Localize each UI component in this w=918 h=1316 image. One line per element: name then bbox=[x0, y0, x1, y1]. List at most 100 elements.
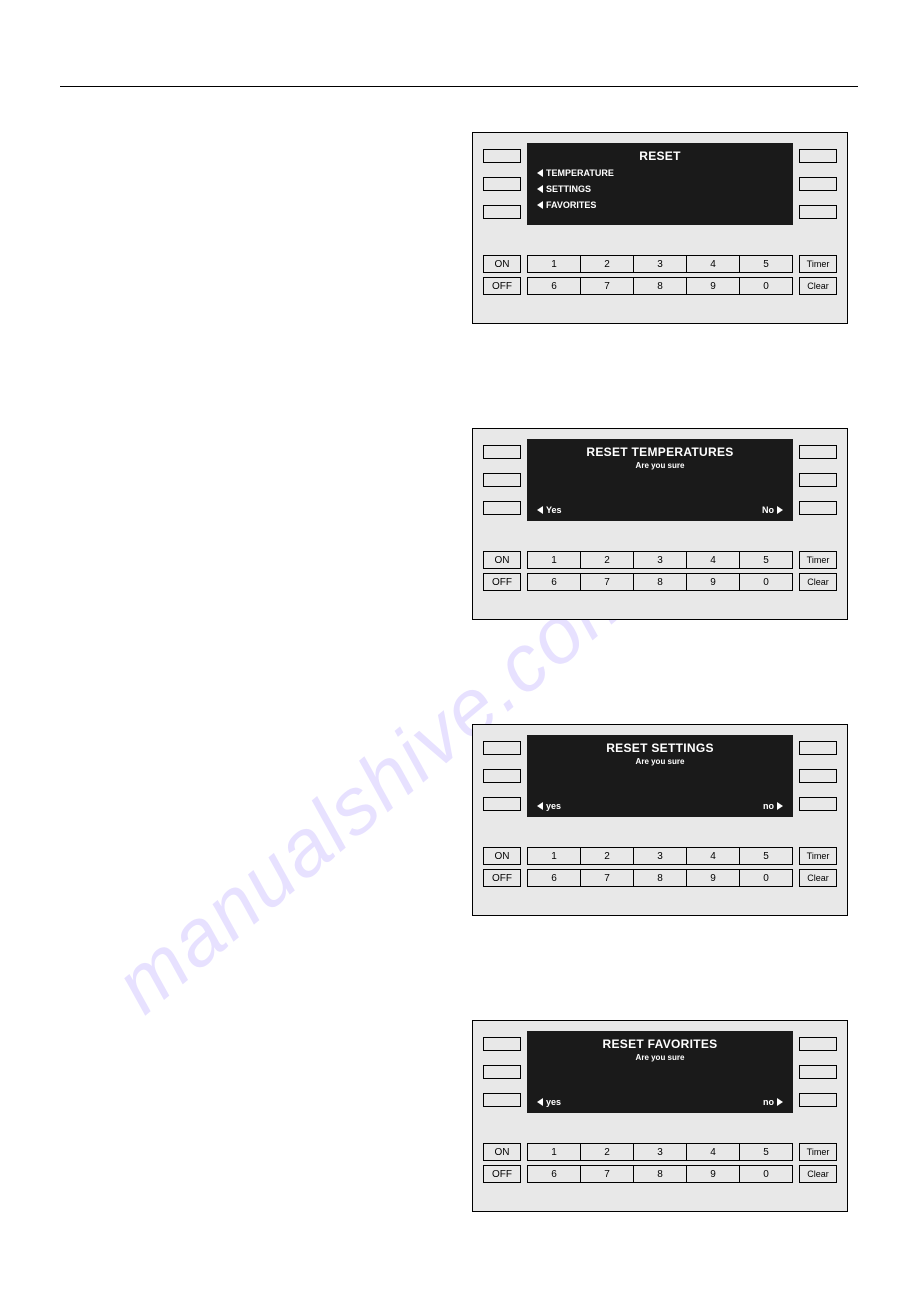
softkey[interactable] bbox=[799, 797, 837, 811]
num-key[interactable]: 9 bbox=[687, 573, 740, 591]
num-key[interactable]: 1 bbox=[527, 255, 581, 273]
num-key[interactable]: 2 bbox=[581, 551, 634, 569]
timer-button[interactable]: Timer bbox=[799, 551, 837, 569]
panel-reset: RESET TEMPERATURE SETTINGS FAVORITES ON … bbox=[472, 132, 848, 324]
softkey[interactable] bbox=[799, 1037, 837, 1051]
triangle-right-icon bbox=[777, 1098, 783, 1106]
num-key[interactable]: 8 bbox=[634, 1165, 687, 1183]
num-key[interactable]: 1 bbox=[527, 1143, 581, 1161]
num-key[interactable]: 1 bbox=[527, 551, 581, 569]
no-option[interactable]: no bbox=[763, 1097, 783, 1107]
softkey[interactable] bbox=[799, 149, 837, 163]
num-key[interactable]: 5 bbox=[740, 551, 793, 569]
num-key[interactable]: 5 bbox=[740, 847, 793, 865]
off-button[interactable]: OFF bbox=[483, 277, 521, 295]
num-key[interactable]: 3 bbox=[634, 551, 687, 569]
yes-label: yes bbox=[546, 1097, 561, 1107]
timer-button[interactable]: Timer bbox=[799, 255, 837, 273]
clear-button[interactable]: Clear bbox=[799, 869, 837, 887]
timer-button[interactable]: Timer bbox=[799, 1143, 837, 1161]
menu-item-favorites[interactable]: FAVORITES bbox=[537, 197, 783, 213]
softkey[interactable] bbox=[483, 741, 521, 755]
num-key[interactable]: 1 bbox=[527, 847, 581, 865]
num-key[interactable]: 2 bbox=[581, 1143, 634, 1161]
num-key[interactable]: 4 bbox=[687, 255, 740, 273]
menu-item-settings[interactable]: SETTINGS bbox=[537, 181, 783, 197]
num-key[interactable]: 8 bbox=[634, 277, 687, 295]
num-key[interactable]: 3 bbox=[634, 255, 687, 273]
screen-title: RESET FAVORITES bbox=[537, 1037, 783, 1051]
num-key[interactable]: 9 bbox=[687, 869, 740, 887]
num-key[interactable]: 9 bbox=[687, 277, 740, 295]
num-key[interactable]: 9 bbox=[687, 1165, 740, 1183]
num-key[interactable]: 5 bbox=[740, 255, 793, 273]
softkey[interactable] bbox=[799, 1065, 837, 1079]
yes-label: yes bbox=[546, 801, 561, 811]
yes-option[interactable]: Yes bbox=[537, 505, 562, 515]
softkey[interactable] bbox=[483, 473, 521, 487]
softkey[interactable] bbox=[483, 1093, 521, 1107]
clear-button[interactable]: Clear bbox=[799, 1165, 837, 1183]
softkey[interactable] bbox=[483, 205, 521, 219]
menu-item-temperature[interactable]: TEMPERATURE bbox=[537, 165, 783, 181]
off-button[interactable]: OFF bbox=[483, 1165, 521, 1183]
num-key[interactable]: 7 bbox=[581, 277, 634, 295]
no-label: no bbox=[763, 801, 774, 811]
softkey[interactable] bbox=[483, 797, 521, 811]
softkey[interactable] bbox=[483, 149, 521, 163]
softkey[interactable] bbox=[483, 1065, 521, 1079]
softkey[interactable] bbox=[483, 769, 521, 783]
softkey[interactable] bbox=[799, 177, 837, 191]
right-softkeys bbox=[799, 1031, 837, 1113]
softkey[interactable] bbox=[799, 205, 837, 219]
num-key[interactable]: 0 bbox=[740, 573, 793, 591]
softkey[interactable] bbox=[483, 501, 521, 515]
num-key[interactable]: 0 bbox=[740, 1165, 793, 1183]
softkey[interactable] bbox=[799, 445, 837, 459]
num-key[interactable]: 4 bbox=[687, 847, 740, 865]
num-key[interactable]: 6 bbox=[527, 869, 581, 887]
right-softkeys bbox=[799, 735, 837, 817]
softkey[interactable] bbox=[799, 1093, 837, 1107]
on-button[interactable]: ON bbox=[483, 551, 521, 569]
softkey[interactable] bbox=[799, 741, 837, 755]
softkey[interactable] bbox=[483, 445, 521, 459]
on-button[interactable]: ON bbox=[483, 1143, 521, 1161]
clear-button[interactable]: Clear bbox=[799, 573, 837, 591]
no-option[interactable]: no bbox=[763, 801, 783, 811]
softkey[interactable] bbox=[799, 501, 837, 515]
softkey[interactable] bbox=[799, 769, 837, 783]
num-key[interactable]: 3 bbox=[634, 1143, 687, 1161]
clear-button[interactable]: Clear bbox=[799, 277, 837, 295]
num-key[interactable]: 6 bbox=[527, 277, 581, 295]
softkey[interactable] bbox=[483, 177, 521, 191]
on-button[interactable]: ON bbox=[483, 255, 521, 273]
num-key[interactable]: 6 bbox=[527, 1165, 581, 1183]
num-key[interactable]: 2 bbox=[581, 255, 634, 273]
yes-option[interactable]: yes bbox=[537, 1097, 561, 1107]
num-key[interactable]: 4 bbox=[687, 1143, 740, 1161]
num-key[interactable]: 7 bbox=[581, 869, 634, 887]
off-button[interactable]: OFF bbox=[483, 869, 521, 887]
num-key[interactable]: 8 bbox=[634, 573, 687, 591]
softkey[interactable] bbox=[799, 473, 837, 487]
num-key[interactable]: 4 bbox=[687, 551, 740, 569]
num-key[interactable]: 2 bbox=[581, 847, 634, 865]
num-key[interactable]: 7 bbox=[581, 573, 634, 591]
num-key[interactable]: 6 bbox=[527, 573, 581, 591]
softkey[interactable] bbox=[483, 1037, 521, 1051]
num-key[interactable]: 8 bbox=[634, 869, 687, 887]
num-key[interactable]: 0 bbox=[740, 869, 793, 887]
left-softkeys bbox=[483, 439, 521, 521]
on-button[interactable]: ON bbox=[483, 847, 521, 865]
yes-option[interactable]: yes bbox=[537, 801, 561, 811]
timer-button[interactable]: Timer bbox=[799, 847, 837, 865]
num-key[interactable]: 7 bbox=[581, 1165, 634, 1183]
num-key[interactable]: 3 bbox=[634, 847, 687, 865]
left-softkeys bbox=[483, 1031, 521, 1113]
num-key[interactable]: 0 bbox=[740, 277, 793, 295]
no-option[interactable]: No bbox=[762, 505, 783, 515]
triangle-left-icon bbox=[537, 506, 543, 514]
num-key[interactable]: 5 bbox=[740, 1143, 793, 1161]
off-button[interactable]: OFF bbox=[483, 573, 521, 591]
